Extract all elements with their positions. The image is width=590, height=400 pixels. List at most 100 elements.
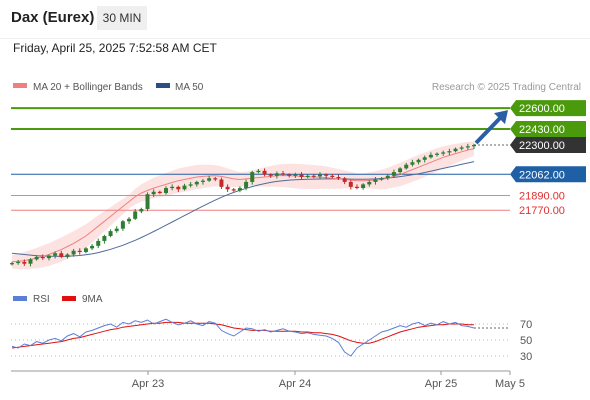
candle	[164, 186, 168, 195]
candle-body	[65, 254, 70, 257]
candle-body	[145, 194, 150, 209]
candle-body	[305, 175, 310, 178]
candle-body	[293, 174, 298, 176]
level-label-22600-00: 22600.00	[510, 100, 586, 117]
candle	[268, 173, 273, 178]
level-label-text: 22600.00	[519, 103, 565, 115]
candle-body	[404, 164, 409, 169]
level-label-22300-00: 22300.00	[510, 137, 586, 154]
candle-body	[16, 261, 21, 264]
moving-averages	[11, 148, 475, 263]
candle	[404, 162, 409, 170]
candle-body	[10, 263, 14, 265]
rsi-legend-swatch	[13, 296, 27, 301]
candle-body	[170, 186, 175, 189]
candle	[151, 189, 156, 197]
candle-body	[250, 172, 255, 182]
candle-body	[274, 173, 279, 176]
level-label-box	[510, 166, 586, 183]
ma9-legend-label: 9MA	[82, 294, 103, 305]
candle-body	[256, 170, 261, 173]
candle	[10, 261, 14, 266]
candle-body	[318, 174, 322, 177]
chart-datetime: Friday, April 25, 2025 7:52:58 AM CET	[13, 41, 217, 55]
candle-body	[385, 175, 390, 179]
candle-body	[391, 172, 396, 176]
candle-body	[90, 245, 95, 249]
candle	[330, 173, 335, 179]
candle-body	[108, 231, 113, 237]
candle-body	[237, 188, 242, 191]
candle	[453, 147, 458, 153]
candle-body	[83, 248, 88, 253]
level-label-box	[510, 121, 586, 138]
candle-body	[299, 174, 304, 178]
candle	[40, 254, 45, 260]
x-tick-label: Apr 25	[425, 378, 457, 390]
candle-body	[96, 240, 101, 246]
level-label-21770-00: 21770.00	[519, 205, 565, 217]
bollinger-band-area	[12, 141, 474, 270]
rsi-tick-label: 70	[520, 319, 532, 331]
candle	[83, 247, 88, 254]
candle	[200, 178, 205, 185]
rsi-tick-label: 50	[520, 335, 532, 347]
candle-body	[53, 253, 58, 256]
price-levels	[11, 107, 512, 211]
interval-selector[interactable]: 30 MIN	[97, 6, 147, 30]
candle	[145, 192, 150, 212]
candle-body	[133, 211, 138, 219]
candle	[114, 226, 119, 233]
candle	[219, 177, 224, 190]
candle-body	[40, 256, 45, 259]
rsi-tick-label: 30	[520, 351, 532, 363]
candle-body	[354, 186, 359, 189]
candle	[244, 179, 249, 191]
candle-body	[200, 180, 205, 182]
candle	[139, 207, 144, 214]
candle	[28, 258, 33, 267]
price-legend: MA 20 + Bollinger Bands MA 50 Research ©…	[13, 82, 581, 93]
rsi-panel: RSI 9MA 70 50 30	[11, 294, 532, 363]
candle-body	[287, 174, 292, 176]
candle-body	[176, 186, 181, 190]
candle	[305, 174, 310, 179]
candle-body	[330, 175, 335, 178]
candle	[108, 229, 113, 238]
candle-body	[453, 148, 458, 152]
candle-body	[59, 253, 64, 257]
bollinger-bands	[12, 141, 474, 270]
candle	[293, 172, 298, 178]
candle-body	[244, 181, 249, 189]
candle-body	[219, 179, 224, 187]
candle	[361, 183, 366, 190]
candle	[34, 255, 39, 261]
candle-body	[262, 170, 267, 175]
candle	[250, 170, 255, 185]
x-tick-label: Apr 24	[279, 378, 311, 390]
ma50-legend-label: MA 50	[175, 82, 204, 93]
candle-body	[22, 261, 27, 264]
candle	[120, 220, 125, 231]
candle	[422, 155, 427, 163]
candle-body	[225, 186, 230, 190]
rsi-tick-labels: 70 50 30	[520, 319, 532, 363]
candle	[65, 253, 70, 259]
candle-body	[398, 168, 403, 173]
candle	[428, 152, 433, 159]
candle-body	[361, 184, 366, 189]
candle	[46, 254, 51, 261]
candle	[16, 260, 21, 265]
candle	[170, 184, 175, 191]
rsi-lines	[11, 318, 510, 357]
candle-body	[114, 228, 119, 232]
candle	[324, 173, 329, 179]
rsi-legend-label: RSI	[33, 294, 50, 305]
x-tick-labels: Apr 23 Apr 24 Apr 25 May 5	[132, 371, 525, 390]
candle-body	[465, 146, 470, 148]
candle-body	[342, 178, 347, 182]
rsi-line	[11, 318, 475, 357]
candle-body	[416, 159, 421, 163]
candle-body	[459, 147, 464, 149]
